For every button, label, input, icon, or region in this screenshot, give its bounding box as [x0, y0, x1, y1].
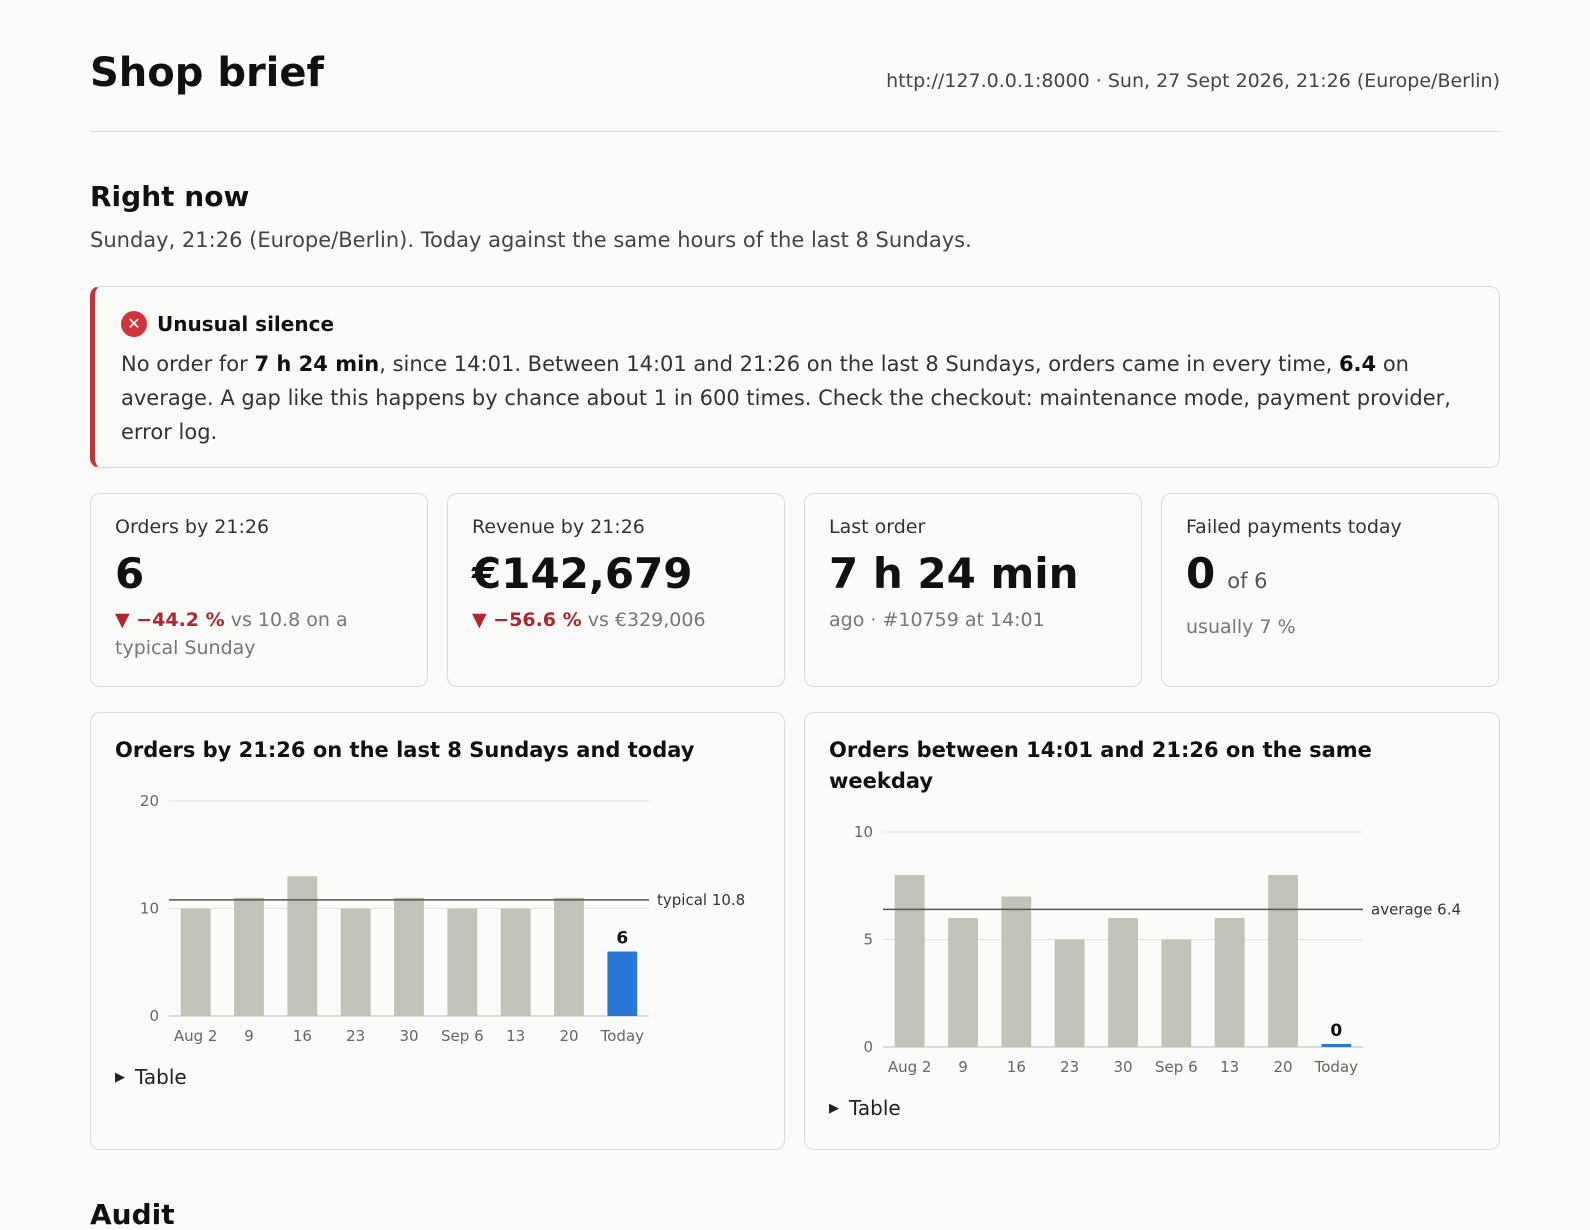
x-tick-label: 20 [1273, 1058, 1292, 1076]
x-tick-label: 30 [1113, 1058, 1132, 1076]
bar [948, 918, 978, 1047]
y-tick-label: 10 [140, 900, 159, 918]
x-tick-label: Sep 6 [441, 1027, 484, 1045]
x-tick-label: 23 [346, 1027, 365, 1045]
y-tick-label: 5 [863, 931, 873, 949]
kpi-note: ▼ −44.2 % vs 10.8 on a typical Sunday [115, 606, 403, 662]
kpi-revenue: Revenue by 21:26 €142,679 ▼ −56.6 % vs €… [447, 493, 785, 687]
kpi-value: 7 h 24 min [829, 549, 1079, 598]
x-tick-label: 9 [958, 1058, 968, 1076]
kpi-value-number: 0 [1186, 549, 1216, 598]
alert-text-2: , since 14:01. Between 14:01 and 21:26 o… [379, 352, 1339, 376]
x-tick-label: Today [600, 1027, 645, 1045]
reference-label: typical 10.8 [657, 891, 745, 909]
alert-text-1: No order for [121, 352, 255, 376]
data-label-today: 6 [616, 929, 628, 949]
kpi-delta: ▼ −56.6 % [472, 609, 582, 631]
x-tick-label: Today [1314, 1058, 1359, 1076]
alert-title: Unusual silence [157, 312, 335, 336]
header-meta: http://127.0.0.1:8000 · Sun, 27 Sept 202… [886, 70, 1500, 92]
table-toggle-label: Table [135, 1065, 187, 1089]
y-tick-label: 10 [854, 823, 873, 841]
x-tick-label: 20 [559, 1027, 578, 1045]
x-tick-label: 23 [1060, 1058, 1079, 1076]
kpi-orders: Orders by 21:26 6 ▼ −44.2 % vs 10.8 on a… [90, 493, 428, 687]
section-title: Right now [90, 180, 250, 213]
bar [394, 897, 424, 1016]
bar [447, 908, 478, 1016]
alert-unusual-silence: ✕ Unusual silence No order for 7 h 24 mi… [90, 286, 1500, 468]
bar-today [1321, 1044, 1352, 1047]
x-tick-label: 9 [244, 1027, 254, 1045]
kpi-value: €142,679 [472, 549, 693, 598]
page-title: Shop brief [90, 50, 324, 96]
data-label-today: 0 [1330, 1021, 1342, 1041]
kpi-label: Failed payments today [1186, 516, 1402, 538]
kpi-note-text: vs €329,006 [581, 609, 706, 631]
x-tick-label: 30 [399, 1027, 418, 1045]
bar [1268, 875, 1298, 1047]
bar [1214, 918, 1245, 1047]
y-tick-label: 0 [863, 1038, 873, 1056]
table-toggle[interactable]: ▶ Table [115, 1065, 187, 1089]
triangle-right-icon: ▶ [115, 1069, 125, 1085]
triangle-right-icon: ▶ [829, 1100, 839, 1116]
alert-body: No order for 7 h 24 min, since 14:01. Be… [121, 347, 1477, 449]
kpi-value: 6 [115, 549, 145, 598]
chart-title: Orders by 21:26 on the last 8 Sundays an… [115, 738, 695, 762]
x-tick-label: 16 [293, 1027, 312, 1045]
kpi-last-order: Last order 7 h 24 min ago · #10759 at 14… [804, 493, 1142, 687]
table-toggle-label: Table [849, 1096, 901, 1120]
kpi-failed-payments: Failed payments today 0 of 6 usually 7 % [1161, 493, 1499, 687]
y-tick-label: 0 [149, 1007, 159, 1025]
bar [1054, 939, 1085, 1047]
x-tick-label: 16 [1007, 1058, 1026, 1076]
chart-title: Orders between 14:01 and 21:26 on the sa… [829, 738, 1372, 793]
kpi-label: Revenue by 21:26 [472, 516, 645, 538]
bar [1108, 918, 1138, 1047]
kpi-value-of: of 6 [1227, 569, 1268, 593]
kpi-note-text: vs 10.8 on a typical Sunday [115, 609, 348, 659]
chart-card-orders-window: Orders between 14:01 and 21:26 on the sa… [804, 712, 1500, 1150]
audit-title: Audit [90, 1198, 175, 1230]
kpi-row: Orders by 21:26 6 ▼ −44.2 % vs 10.8 on a… [90, 493, 1500, 687]
header: Shop brief http://127.0.0.1:8000 · Sun, … [90, 0, 1500, 132]
kpi-value: 0 of 6 [1186, 550, 1474, 605]
x-tick-label: 13 [506, 1027, 525, 1045]
bar [340, 908, 371, 1016]
kpi-note: usually 7 % [1186, 616, 1296, 638]
y-tick-label: 20 [140, 792, 159, 810]
alert-head: ✕ Unusual silence [121, 311, 334, 337]
reference-label: average 6.4 [1371, 900, 1461, 918]
kpi-delta: ▼ −44.2 % [115, 609, 225, 631]
alert-text-3: on average. A gap like this happens by c… [121, 352, 1451, 444]
kpi-label: Last order [829, 516, 926, 538]
table-toggle[interactable]: ▶ Table [829, 1096, 901, 1120]
bar [1001, 896, 1032, 1047]
bar [180, 908, 211, 1016]
kpi-note: ▼ −56.6 % vs €329,006 [472, 606, 760, 634]
bar [500, 908, 531, 1016]
bar [287, 876, 318, 1016]
alert-bold-duration: 7 h 24 min [254, 352, 380, 376]
bar [894, 875, 925, 1047]
bar-today [607, 951, 638, 1016]
bar [234, 897, 264, 1016]
x-tick-label: Aug 2 [888, 1058, 932, 1076]
bar [554, 897, 584, 1016]
kpi-note: ago · #10759 at 14:01 [829, 609, 1045, 631]
page: Shop brief http://127.0.0.1:8000 · Sun, … [90, 0, 1500, 1230]
section-lede: Sunday, 21:26 (Europe/Berlin). Today aga… [90, 228, 972, 252]
kpi-label: Orders by 21:26 [115, 516, 270, 538]
close-icon: ✕ [121, 311, 147, 337]
bar [1161, 939, 1192, 1047]
alert-bold-average: 6.4 [1338, 352, 1377, 376]
x-tick-label: Aug 2 [174, 1027, 218, 1045]
bar-chart-orders-by-time: 0 10 20 Aug 2 9 16 23 30 Sep 6 13 20 Today 6 typical … [140, 792, 745, 1045]
x-tick-label: 13 [1220, 1058, 1239, 1076]
x-tick-label: Sep 6 [1155, 1058, 1198, 1076]
bar-chart-orders-window: 0 5 10 Aug 2 9 16 23 30 Sep 6 13 20 Today 0 average 6… [854, 823, 1461, 1076]
chart-card-orders-by-time: Orders by 21:26 on the last 8 Sundays an… [90, 712, 785, 1150]
